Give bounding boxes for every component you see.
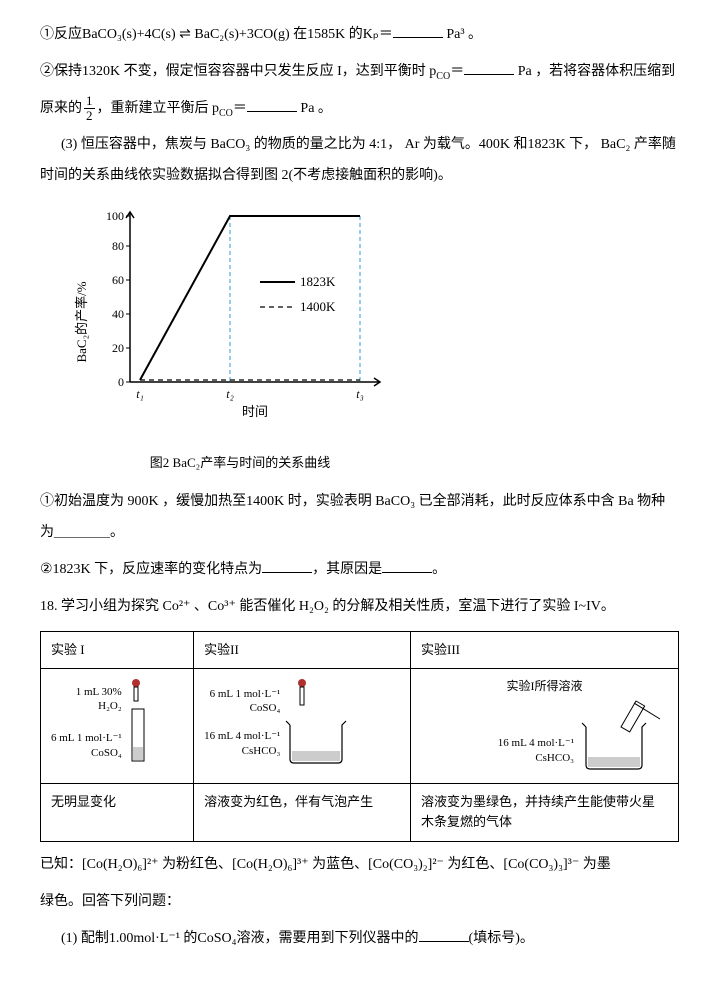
dropper-beaker-icon [284, 677, 354, 767]
q1-prefix: ①反应 [40, 27, 82, 42]
exp2-reagent2a: 16 mL 4 mol·L⁻¹ [204, 729, 280, 743]
q2-e: ＝ [233, 101, 247, 116]
q2-unit2: Pa 。 [297, 101, 332, 116]
sub-question-1: (1) 配制1.00mol·L⁻¹ 的CoSO₄溶液，需要用到下列仪器中的 (填标… [40, 924, 679, 955]
sub1-a: (1) 配制1.00mol·L⁻¹ 的CoSO₄溶液，需要用到下列仪器中的 [61, 931, 419, 946]
blank-pco2 [247, 98, 297, 112]
exp2-reagent2b: CsHCO₃ [204, 744, 280, 758]
known-ct: 为红色、 [444, 857, 504, 872]
known-line2: 绿色。回答下列问题： [40, 887, 679, 918]
known-at: 为粉红色、 [159, 857, 233, 872]
blank-pco1 [464, 61, 514, 75]
exp1-reagent1a: 1 mL 30% [51, 685, 122, 699]
q1-kp: Kₚ [363, 27, 379, 42]
known-c: [Co(CO₃)₂]²⁻ [368, 857, 444, 872]
ytick-20: 20 [112, 341, 124, 355]
th-exp2: 实验II [194, 631, 411, 669]
series-1823k [140, 216, 360, 380]
blank-rate [262, 559, 312, 573]
qs2-c: 。 [432, 562, 446, 577]
fraction-half: 12 [84, 94, 95, 124]
q1-eqsign: ＝ [379, 27, 393, 42]
q2-b: ＝ [450, 64, 464, 79]
xtick-t1: t₁ [136, 387, 144, 401]
ytick-40: 40 [112, 307, 124, 321]
ytick-60: 60 [112, 273, 124, 287]
legend-1823k: 1823K [300, 274, 336, 289]
cell-exp1-setup: 1 mL 30% H₂O₂ 6 mL 1 mol·L⁻¹ CoSO₄ [41, 669, 194, 783]
known-bt: 为蓝色、 [309, 857, 369, 872]
chart-caption: 图2 BaC₂产率与时间的关系曲线 [70, 449, 410, 478]
xtick-t3: t₃ [356, 387, 364, 401]
question-18: 18. 学习小组为探究 Co²⁺ 、Co³⁺ 能否催化 H₂O₂ 的分解及相关性… [40, 592, 679, 623]
ytick-80: 80 [112, 239, 124, 253]
q2-sub2: CO [219, 107, 233, 118]
ytick-0: 0 [118, 375, 124, 389]
exp2-reagent1a: 6 mL 1 mol·L⁻¹ [204, 687, 280, 701]
q1-unit: Pa³ 。 [443, 27, 482, 42]
question-sub2: ②1823K 下，反应速率的变化特点为 ，其原因是 。 [40, 555, 679, 586]
frac-den: 2 [84, 109, 95, 123]
qs2-b: ，其原因是 [312, 562, 382, 577]
legend-1400k: 1400K [300, 299, 336, 314]
question-3: (3) 恒压容器中，焦炭与 BaCO₃ 的物质的量之比为 4:1， Ar 为载气… [40, 130, 679, 192]
known-a: [Co(H₂O)₆]²⁺ [82, 857, 159, 872]
cell-exp2-result: 溶液变为红色，伴有气泡产生 [194, 783, 411, 842]
cell-exp1-result: 无明显变化 [41, 783, 194, 842]
xtick-t2: t₂ [226, 387, 234, 401]
qs2-a: ②1823K 下，反应速率的变化特点为 [40, 562, 262, 577]
q2-d: ，重新建立平衡后 p [97, 101, 220, 116]
question-1: ①反应BaCO₃(s)+4C(s) ⇌ BaC₂(s)+3CO(g) 在1585… [40, 20, 679, 51]
q2-a: ②保持1320K 不变，假定恒容容器中只发生反应 I，达到平衡时 p [40, 64, 436, 79]
pour-beaker-icon [578, 697, 668, 775]
frac-num: 1 [84, 94, 95, 109]
q2-sub1: CO [436, 71, 450, 82]
th-exp3: 实验III [411, 631, 679, 669]
exp3-reagent1a: 16 mL 4 mol·L⁻¹ [421, 736, 574, 750]
sub1-b: (填标号)。 [469, 931, 534, 946]
exp1-reagent1b: H₂O₂ [51, 699, 122, 713]
ylabel: BaC₂的产率/% [74, 281, 89, 362]
experiment-table: 实验 I 实验II 实验III 1 mL 30% H₂O₂ 6 mL 1 mol… [40, 631, 679, 843]
question-2b: 原来的12，重新建立平衡后 pCO＝ Pa 。 [40, 94, 679, 125]
exp1-reagent2b: CoSO₄ [51, 746, 122, 760]
known-line1: 已知：[Co(H₂O)₆]²⁺ 为粉红色、[Co(H₂O)₆]³⁺ 为蓝色、[C… [40, 850, 679, 881]
question-sub1: ①初始温度为 900K ，缓慢加热至1400K 时，实验表明 BaCO₃ 已全部… [40, 487, 679, 549]
exp1-reagent2a: 6 mL 1 mol·L⁻¹ [51, 731, 122, 745]
th-exp1: 实验 I [41, 631, 194, 669]
exp2-reagent1b: CoSO₄ [204, 701, 280, 715]
xlabel: 时间 [242, 404, 268, 419]
known-d: [Co(CO₃)₃]³⁻ [503, 857, 579, 872]
dropper-tube-icon [126, 677, 154, 767]
q2-c: 原来的 [40, 101, 82, 116]
known-dt: 为墨 [579, 857, 611, 872]
q2-unit1: Pa ，若将容器体积压缩到 [514, 64, 675, 79]
q1-eq: BaCO₃(s)+4C(s) ⇌ BaC₂(s)+3CO(g) [82, 27, 290, 42]
known-b: [Co(H₂O)₆]³⁺ [232, 857, 309, 872]
cell-exp3-result: 溶液变为墨绿色，并持续产生能使带火星木条复燃的气体 [411, 783, 679, 842]
yield-time-chart: 0 20 40 60 80 100 t₁ t₂ t₃ 1823 [70, 202, 679, 445]
q1-mid: 在1585K 的 [290, 27, 363, 42]
exp3-label: 实验I所得溶液 [421, 677, 668, 696]
blank-kp [393, 24, 443, 38]
blank-reason [382, 559, 432, 573]
exp3-reagent1b: CsHCO₃ [421, 751, 574, 765]
known-prefix: 已知： [40, 857, 82, 872]
ytick-100: 100 [106, 209, 124, 223]
blank-instrument [419, 928, 469, 942]
cell-exp3-setup: 实验I所得溶液 16 mL 4 mol·L⁻¹ CsHCO₃ [411, 669, 679, 783]
cell-exp2-setup: 6 mL 1 mol·L⁻¹ CoSO₄ 16 mL 4 mol·L⁻¹ CsH… [194, 669, 411, 783]
question-2a: ②保持1320K 不变，假定恒容容器中只发生反应 I，达到平衡时 pCO＝ Pa… [40, 57, 679, 88]
